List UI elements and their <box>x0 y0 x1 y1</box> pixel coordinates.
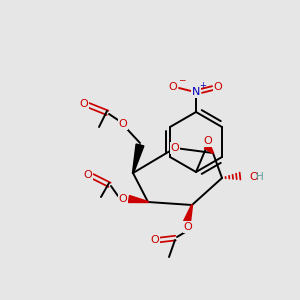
Text: O: O <box>80 99 88 109</box>
Polygon shape <box>184 205 193 223</box>
Text: H: H <box>256 172 264 182</box>
Text: −: − <box>178 76 186 85</box>
Polygon shape <box>133 144 144 173</box>
Text: O: O <box>184 222 192 232</box>
Text: O: O <box>249 172 258 182</box>
Text: N: N <box>192 87 200 97</box>
Text: O: O <box>118 194 127 204</box>
Polygon shape <box>204 144 213 153</box>
Text: O: O <box>84 170 92 180</box>
Text: O: O <box>169 82 177 92</box>
Text: +: + <box>200 80 206 89</box>
Text: O: O <box>171 143 179 153</box>
Polygon shape <box>128 196 148 202</box>
Text: O: O <box>118 119 127 129</box>
Text: O: O <box>204 136 212 146</box>
Text: O: O <box>214 82 222 92</box>
Text: O: O <box>151 235 159 245</box>
